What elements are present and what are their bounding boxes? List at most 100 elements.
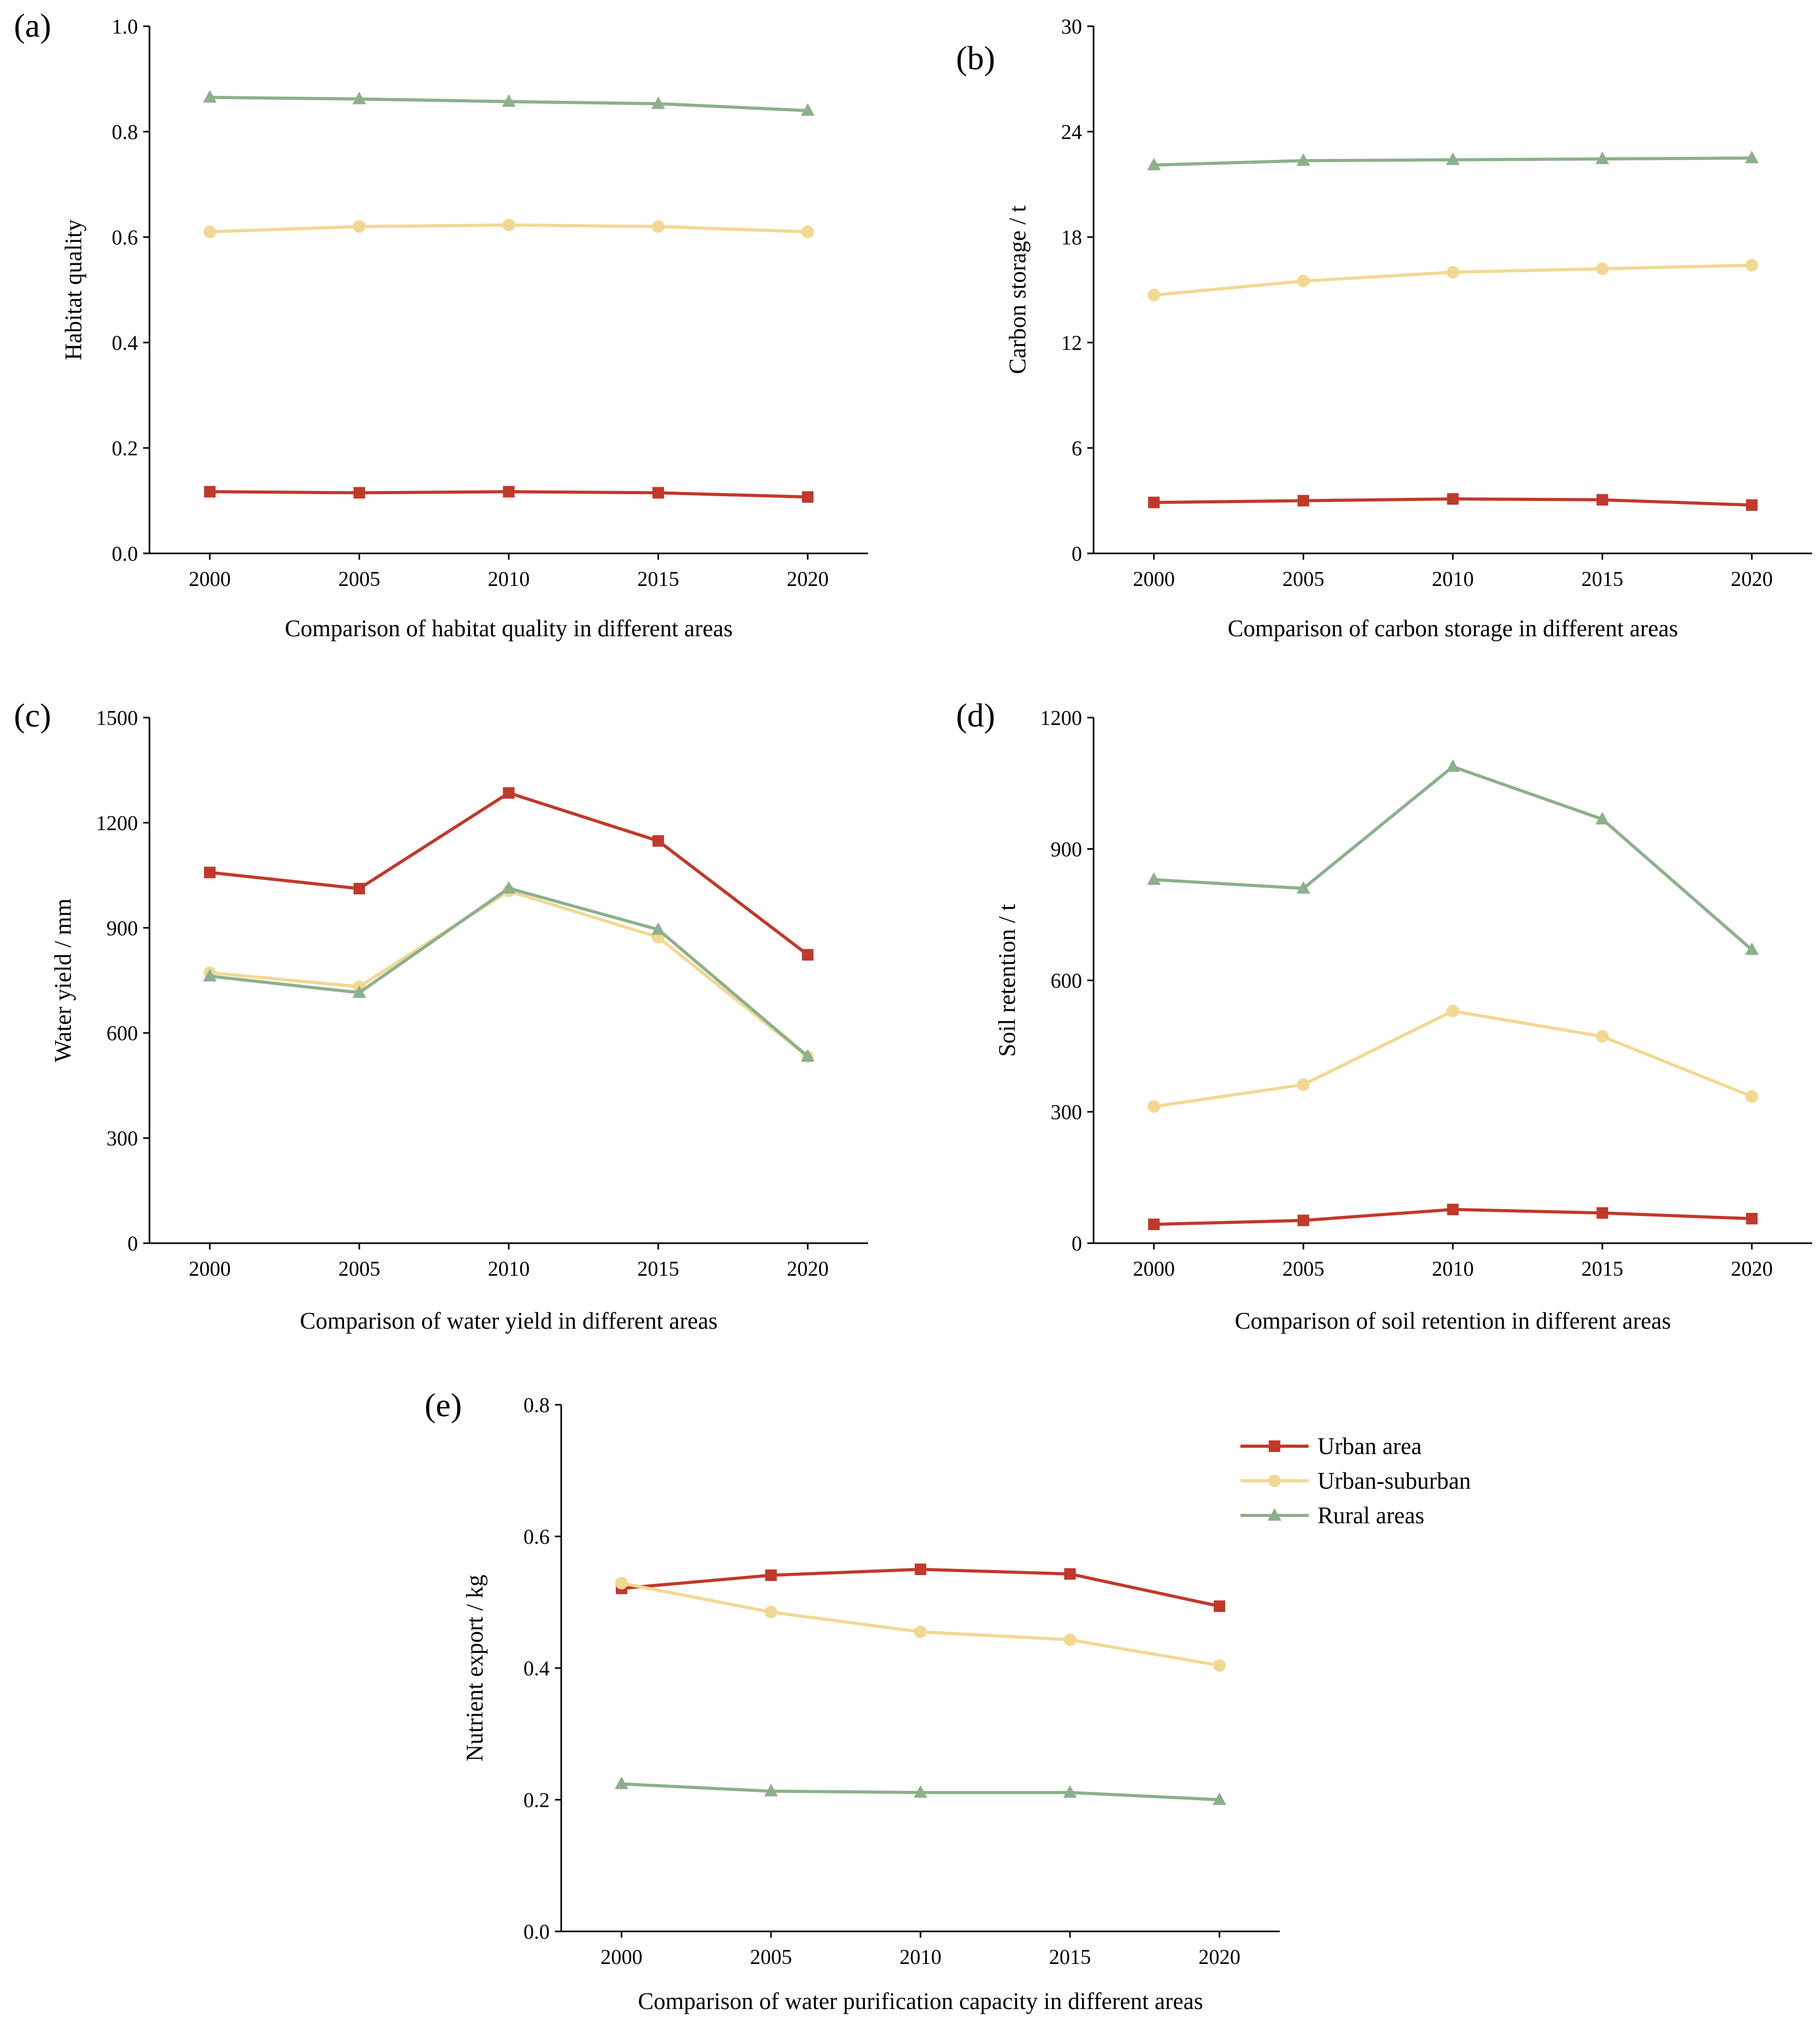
data-point (615, 1577, 628, 1590)
legend-item: Urban area (1240, 1433, 1422, 1459)
x-tick-label: 2010 (488, 1257, 530, 1280)
data-point (204, 225, 216, 238)
data-point (801, 103, 815, 116)
x-tick-label: 2000 (1133, 1257, 1175, 1280)
legend-swatch-marker (1268, 1508, 1281, 1521)
x-tick-label: 2010 (1432, 1257, 1474, 1280)
data-point (1148, 1219, 1160, 1231)
data-point (801, 225, 814, 238)
panel-label: (a) (14, 7, 51, 44)
x-axis-title: Comparison of water yield in different a… (300, 1308, 718, 1334)
data-point (1447, 493, 1459, 505)
y-tick-label: 0.6 (112, 226, 138, 249)
data-point (1064, 1568, 1076, 1580)
legend-item: Urban-suburban (1240, 1468, 1471, 1494)
data-point (353, 220, 366, 233)
legend-label: Urban-suburban (1318, 1468, 1471, 1494)
x-tick-label: 2020 (787, 567, 829, 591)
y-tick-label: 0.2 (523, 1788, 550, 1812)
data-point (352, 985, 366, 998)
y-axis-title: Habitat quality (60, 219, 87, 360)
y-tick-label: 0.4 (112, 331, 138, 355)
chart-panel-a: (a) 0.0 0.2 0.4 0.6 0.8 1.0 2000 2005 2010 2015 202… (14, 7, 868, 642)
y-tick-label: 900 (1051, 838, 1082, 861)
data-point (1297, 274, 1310, 287)
data-point (502, 218, 515, 231)
y-tick-label: 0.2 (112, 436, 138, 460)
panel-label: (c) (14, 697, 51, 734)
data-point (1298, 495, 1309, 507)
data-point (1147, 872, 1161, 885)
x-axis-title: Comparison of water purification capacit… (638, 1988, 1203, 2014)
data-point (1148, 289, 1160, 302)
data-point (801, 1049, 815, 1062)
y-tick-label: 0 (127, 1232, 138, 1255)
x-tick-label: 2020 (1731, 567, 1773, 591)
data-point (1148, 1100, 1160, 1113)
data-point (914, 1785, 927, 1798)
y-axis-title: Soil retention / t (994, 904, 1020, 1057)
data-point (354, 882, 365, 894)
y-tick-label: 18 (1061, 226, 1082, 249)
x-tick-label: 2020 (1198, 1945, 1240, 1969)
x-tick-label: 2020 (1731, 1257, 1773, 1280)
x-tick-label: 2010 (488, 567, 530, 591)
y-tick-label: 300 (106, 1127, 138, 1150)
chart-panel-e: (e) 0.0 0.2 0.4 0.6 0.8 2000 2005 2010 2015 2020 Co… (424, 1386, 1280, 2014)
chart-panel-b: (b) 0 6 12 18 24 30 2000 2005 2010 2015 2020 Compari… (956, 15, 1812, 642)
data-point (1447, 1203, 1459, 1215)
data-point (651, 922, 665, 935)
data-point (652, 487, 664, 499)
data-point (1214, 1600, 1225, 1612)
y-tick-label: 1.0 (112, 15, 138, 38)
legend-label: Urban area (1318, 1433, 1422, 1459)
data-point (651, 96, 665, 109)
data-point (1596, 811, 1609, 825)
panel-label: (d) (956, 697, 995, 734)
y-tick-label: 24 (1061, 120, 1082, 144)
x-tick-label: 2010 (1432, 567, 1474, 591)
x-tick-label: 2015 (1581, 1257, 1623, 1280)
y-tick-label: 0.6 (523, 1525, 550, 1548)
data-point (764, 1783, 778, 1797)
x-tick-label: 2005 (1282, 567, 1324, 591)
data-point (1298, 1214, 1309, 1226)
legend-label: Rural areas (1318, 1502, 1425, 1529)
x-tick-label: 2015 (637, 567, 679, 591)
data-point (354, 487, 365, 499)
data-point (1148, 496, 1160, 508)
data-point (204, 867, 216, 879)
data-point (615, 1776, 628, 1789)
y-tick-label: 0 (1072, 542, 1082, 565)
y-tick-label: 600 (1051, 969, 1082, 992)
y-tick-label: 1500 (96, 706, 138, 730)
y-tick-label: 0.8 (523, 1393, 550, 1417)
data-point (1746, 499, 1758, 511)
chart-panel-d: (d) 0 300 600 900 1200 2000 2005 2010 2015 2020 Com… (956, 697, 1812, 1334)
data-point (1297, 1078, 1310, 1091)
data-point (915, 1563, 926, 1575)
y-axis-title: Nutrient export / kg (462, 1575, 488, 1761)
data-point (1746, 1090, 1758, 1103)
x-tick-label: 2005 (338, 1257, 380, 1280)
x-tick-label: 2015 (637, 1257, 679, 1280)
data-point (1746, 259, 1758, 272)
data-point (1447, 1005, 1459, 1018)
data-point (1596, 151, 1609, 164)
data-point (1147, 157, 1161, 170)
y-tick-label: 30 (1061, 15, 1082, 38)
legend-swatch-marker (1268, 1475, 1281, 1487)
x-tick-label: 2015 (1049, 1945, 1091, 1969)
y-axis-title: Carbon storage / t (1004, 205, 1031, 374)
data-point (1446, 152, 1460, 165)
y-axis-title: Water yield / mm (50, 899, 76, 1063)
x-tick-label: 2000 (1133, 567, 1175, 591)
data-point (203, 968, 217, 981)
legend-item: Rural areas (1240, 1502, 1425, 1529)
data-point (203, 90, 217, 103)
y-tick-label: 0.4 (523, 1657, 550, 1680)
data-point (1446, 759, 1460, 772)
y-tick-label: 0.8 (112, 120, 138, 144)
data-point (1213, 1792, 1226, 1805)
